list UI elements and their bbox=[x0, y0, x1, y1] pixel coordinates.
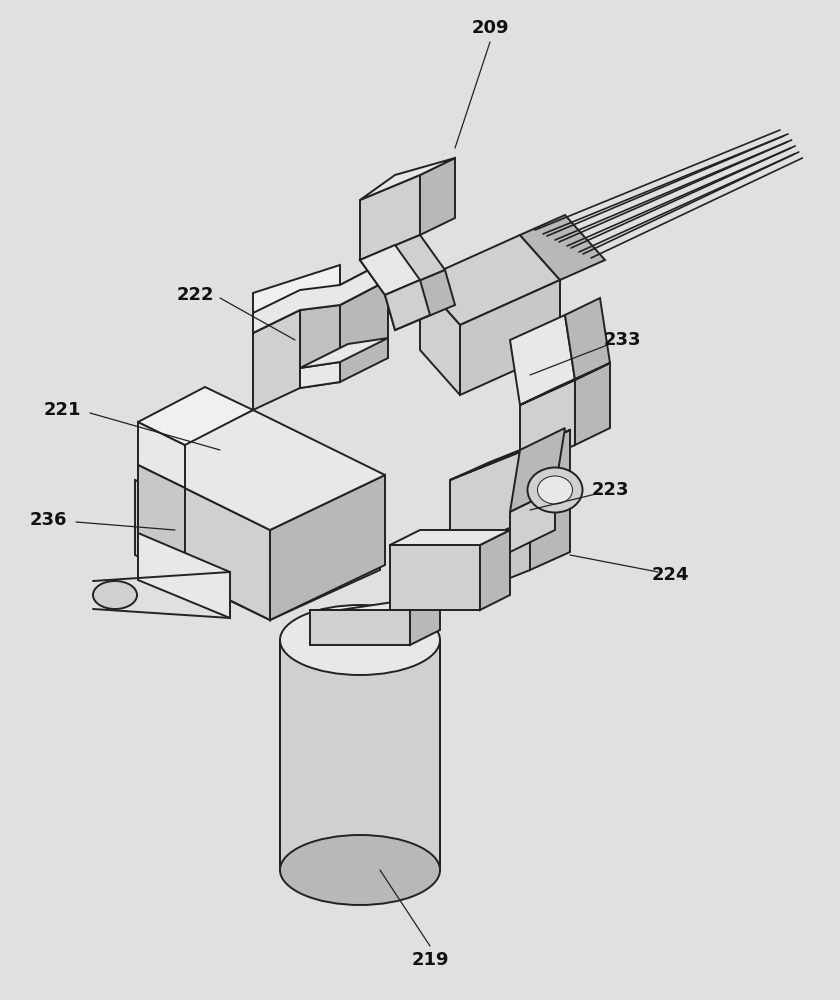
Polygon shape bbox=[530, 430, 570, 520]
Polygon shape bbox=[510, 490, 555, 552]
Ellipse shape bbox=[528, 468, 582, 512]
Polygon shape bbox=[253, 260, 388, 333]
Polygon shape bbox=[253, 310, 300, 410]
Polygon shape bbox=[360, 158, 455, 200]
Polygon shape bbox=[385, 270, 455, 330]
Polygon shape bbox=[360, 245, 420, 295]
Text: 209: 209 bbox=[471, 19, 509, 37]
Polygon shape bbox=[138, 465, 185, 578]
Ellipse shape bbox=[280, 835, 440, 905]
Polygon shape bbox=[253, 265, 340, 313]
Polygon shape bbox=[138, 387, 253, 445]
Polygon shape bbox=[450, 520, 530, 602]
Polygon shape bbox=[520, 363, 610, 405]
Polygon shape bbox=[360, 235, 445, 295]
Polygon shape bbox=[420, 280, 460, 395]
Polygon shape bbox=[138, 533, 230, 618]
Polygon shape bbox=[253, 290, 300, 333]
Polygon shape bbox=[138, 465, 270, 620]
Text: 222: 222 bbox=[176, 286, 213, 304]
Text: 233: 233 bbox=[603, 331, 641, 349]
Polygon shape bbox=[340, 280, 388, 382]
Polygon shape bbox=[138, 410, 385, 530]
Ellipse shape bbox=[93, 581, 137, 609]
Polygon shape bbox=[460, 280, 560, 395]
Polygon shape bbox=[510, 428, 565, 512]
Text: 236: 236 bbox=[29, 511, 66, 529]
Polygon shape bbox=[565, 298, 610, 380]
Polygon shape bbox=[520, 215, 605, 280]
Polygon shape bbox=[575, 363, 610, 445]
Polygon shape bbox=[138, 422, 185, 488]
Polygon shape bbox=[390, 545, 480, 610]
Polygon shape bbox=[450, 448, 530, 552]
Polygon shape bbox=[410, 595, 440, 645]
Polygon shape bbox=[390, 530, 510, 545]
Ellipse shape bbox=[538, 476, 573, 504]
Text: 223: 223 bbox=[591, 481, 629, 499]
Polygon shape bbox=[300, 338, 388, 368]
Ellipse shape bbox=[280, 605, 440, 675]
Polygon shape bbox=[450, 430, 570, 480]
Polygon shape bbox=[385, 280, 430, 330]
Polygon shape bbox=[510, 315, 575, 405]
Polygon shape bbox=[270, 490, 380, 620]
Polygon shape bbox=[340, 260, 388, 305]
Text: 219: 219 bbox=[412, 951, 449, 969]
Polygon shape bbox=[270, 475, 385, 620]
Text: 221: 221 bbox=[43, 401, 81, 419]
Polygon shape bbox=[420, 235, 560, 325]
Polygon shape bbox=[420, 158, 455, 235]
Polygon shape bbox=[310, 595, 440, 610]
Text: 224: 224 bbox=[651, 566, 689, 584]
Polygon shape bbox=[300, 362, 340, 388]
Polygon shape bbox=[280, 640, 440, 870]
Polygon shape bbox=[360, 175, 420, 260]
Polygon shape bbox=[310, 610, 410, 645]
Polygon shape bbox=[300, 305, 340, 388]
Polygon shape bbox=[135, 480, 270, 620]
Polygon shape bbox=[480, 530, 510, 610]
Polygon shape bbox=[520, 380, 575, 470]
Polygon shape bbox=[530, 502, 570, 570]
